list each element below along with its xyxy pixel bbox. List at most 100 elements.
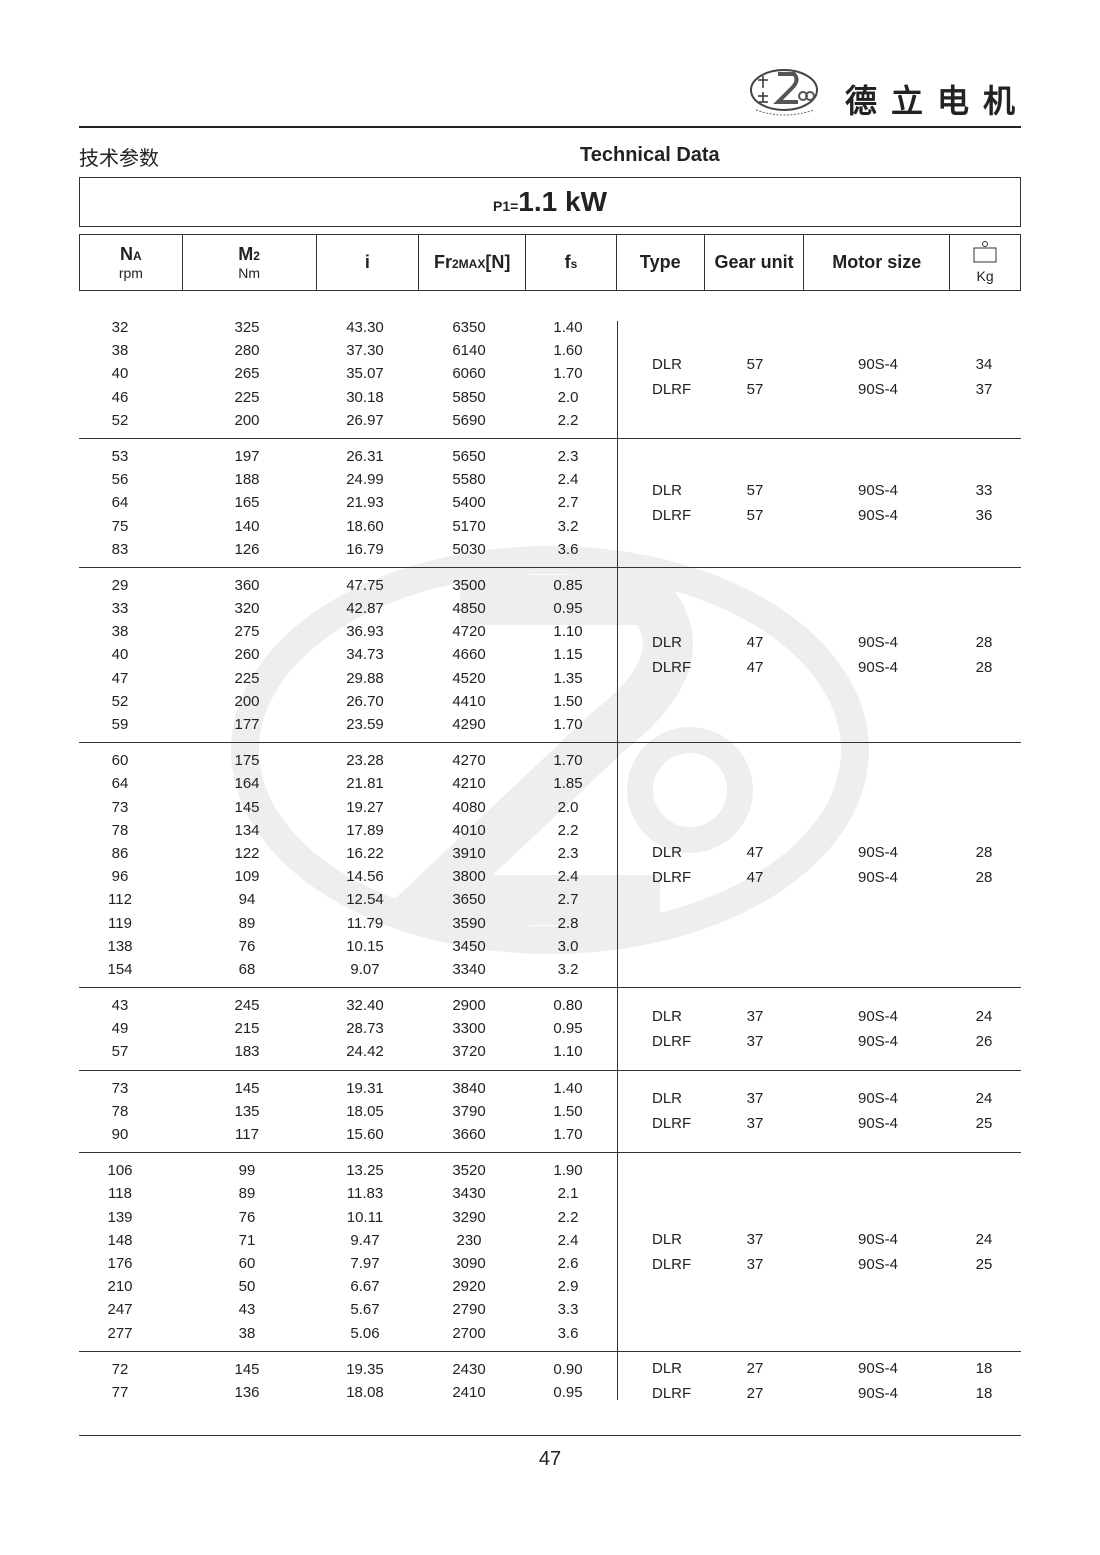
table-cell: 11.83 [346,1185,384,1203]
table-cell: 230 [456,1231,482,1249]
table-cell: 29.88 [346,669,384,687]
table-cell: 0.95 [553,1383,583,1401]
table-row: 78 134 17.89 4010 2.2 [79,819,1021,842]
model-row: DLR 37 90S-4 24 [79,1004,1021,1029]
table-cell: 3910 [452,844,486,862]
table-group: 53 197 26.31 5650 2.3 56 188 24.99 5580 2.4 64 165 2… [79,439,1021,568]
type-cell: DLRF [652,1255,692,1273]
table-cell: 0.90 [553,1360,583,1378]
table-cell: 23.28 [346,752,384,770]
gear-unit-cell: 37 [746,1230,764,1248]
table-cell: 56 [111,471,129,489]
table-cell: 197 [234,447,260,465]
type-cell: DLR [652,1359,683,1377]
table-cell: 145 [234,1360,260,1378]
table-row: 32 325 43.30 6350 1.40 [79,316,1021,339]
gear-unit-cell: 47 [746,869,764,887]
table-cell: 5.67 [350,1301,380,1319]
table-cell: 32 [111,319,129,336]
table-cell: 3430 [452,1185,486,1203]
table-cell: 200 [234,411,260,429]
table-row: 60 175 23.28 4270 1.70 [79,749,1021,772]
table-row: 75 140 18.60 5170 3.2 [79,515,1021,538]
gear-unit-cell: 57 [746,355,764,373]
column-main: M [238,244,254,264]
type-cell: DLR [652,481,683,499]
table-cell: 10.15 [346,937,384,955]
column-unit: rpm [118,265,143,281]
table-cell: 52 [111,411,129,429]
table-cell: 2.6 [557,1254,579,1272]
table-cell: 1.15 [553,646,583,664]
table-cell: 21.93 [346,494,384,512]
table-cell: 17.89 [346,821,384,839]
table-cell: 16.79 [346,540,384,558]
table-cell: 9.47 [350,1231,380,1249]
table-group: 32 325 43.30 6350 1.40 38 280 37.30 6140 1.60 40 26… [79,316,1021,439]
table-cell: 1.70 [553,365,583,383]
table-header: NA rpm M2 Nm i Fr2MAX[N] fs Type Gear unit Motor … [79,234,1021,291]
column-main: Motor size [832,252,922,272]
model-row: DLRF 57 90S-4 37 [79,377,1021,402]
table-cell: 35.07 [346,365,384,383]
table-cell: 32.40 [346,997,384,1015]
motor-size-cell: 90S-4 [857,869,899,887]
table-cell: 64 [111,494,129,512]
table-cell: 1.60 [553,342,583,360]
weight-cell: 36 [975,506,993,524]
motor-size-cell: 90S-4 [857,1090,899,1108]
table-row: 72 145 19.35 2430 0.90 [79,1358,1021,1381]
type-cell: DLRF [652,506,692,524]
title-chinese: 技术参数 [79,148,159,170]
type-cell: DLR [652,1230,683,1248]
table-cell: 245 [234,997,260,1015]
table-cell: 0.95 [553,600,583,618]
table-cell: 75 [111,517,129,535]
column-title: i [365,252,370,273]
table-cell: 52 [111,692,129,710]
table-cell: 78 [111,1102,129,1120]
weight-cell: 26 [975,1032,993,1050]
table-cell: 3500 [452,576,486,594]
table-row: 210 50 6.67 2920 2.9 [79,1275,1021,1298]
motor-size-cell: 90S-4 [857,1007,899,1025]
table-cell: 117 [235,1126,259,1143]
table-cell: 60 [111,752,129,770]
table-cell: 10.11 [346,1208,384,1226]
table-cell: 106 [107,1162,133,1180]
model-row: DLRF 47 90S-4 28 [79,655,1021,680]
table-cell: 26.97 [346,411,384,429]
motor-size-cell: 90S-4 [857,1115,899,1133]
table-row: 52 200 26.97 5690 2.2 [79,409,1021,432]
table-cell: 38 [111,342,129,360]
table-row: 119 89 11.79 3590 2.8 [79,912,1021,935]
table-cell: 260 [234,646,260,664]
table-row: 73 145 19.27 4080 2.0 [79,796,1021,819]
table-cell: 38 [111,623,129,641]
table-cell: 2.0 [557,388,579,406]
table-cell: 76 [238,937,256,955]
motor-size-cell: 90S-4 [857,1384,899,1402]
table-cell: 6060 [452,365,486,383]
table-cell: 1.85 [553,775,583,793]
table-cell: 188 [234,471,260,489]
table-row: 176 60 7.97 3090 2.6 [79,1252,1021,1275]
model-info: DLR 37 90S-4 24 DLRF 37 90S-4 26 [79,1004,1021,1054]
table-cell: 145 [234,1079,260,1097]
table-cell: 1.90 [553,1162,583,1180]
table-cell: 0.80 [553,997,583,1015]
model-info: DLR 57 90S-4 34 DLRF 57 90S-4 37 [79,352,1021,402]
table-group: 43 245 32.40 2900 0.80 49 215 28.73 3300 0.95 57 18… [79,988,1021,1071]
table-cell: 5030 [452,540,486,558]
table-cell: 247 [107,1301,133,1319]
model-row: DLR 37 90S-4 24 [79,1086,1021,1111]
table-cell: 57 [111,1043,129,1061]
table-group: 72 145 19.35 2430 0.90 77 136 18.08 2410 0.95 DLR 2… [79,1352,1021,1410]
table-cell: 2.1 [557,1185,579,1203]
model-info: DLR 47 90S-4 28 DLRF 47 90S-4 28 [79,840,1021,890]
motor-size-cell: 90S-4 [857,1032,899,1050]
table-cell: 3.6 [557,1324,579,1342]
table-cell: 9.07 [350,960,380,978]
motor-size-cell: 90S-4 [857,481,899,499]
column-header: i [317,235,420,290]
